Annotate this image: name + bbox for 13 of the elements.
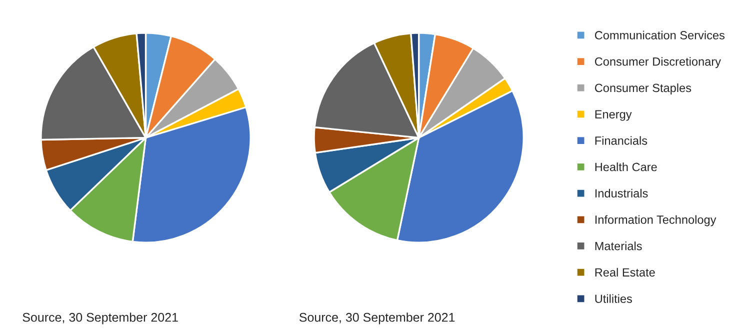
legend-label: Consumer Staples bbox=[594, 83, 692, 94]
legend-label: Utilities bbox=[595, 294, 632, 303]
source-note: Source, 30 September 2021 bbox=[22, 312, 178, 324]
legend-label: Financials bbox=[595, 136, 648, 145]
legend-label: Energy bbox=[595, 110, 632, 121]
legend-label: Real Estate bbox=[595, 268, 655, 277]
legend-label: Information Technology bbox=[595, 215, 716, 226]
legend-label: Industrials bbox=[595, 188, 648, 198]
legend-label: Materials bbox=[595, 242, 642, 250]
legend-label: Communication Services bbox=[594, 30, 725, 40]
legend-label: Consumer Discretionary bbox=[594, 57, 721, 68]
legend-label: Health Care bbox=[595, 162, 657, 172]
source-note: Source, 30 September 2021 bbox=[299, 312, 455, 324]
